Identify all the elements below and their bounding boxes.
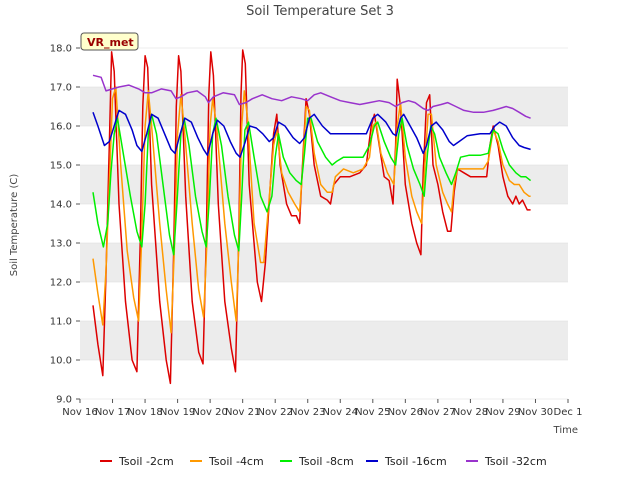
series-line-tsoil-32cm — [92, 74, 531, 119]
series-line-tsoil-16cm — [92, 109, 531, 158]
y-tick-label: 12.0 — [50, 278, 72, 289]
x-tick-label: Nov 23 — [290, 407, 325, 418]
y-tick-label: 16.0 — [50, 122, 72, 133]
x-tick-label: Nov 27 — [420, 407, 455, 418]
series-line-tsoil-4cm — [92, 86, 531, 334]
x-axis-label: Time — [553, 425, 578, 436]
y-tick-label: 14.0 — [50, 200, 72, 211]
y-axis-label: Soil Temperature (C) — [9, 174, 20, 277]
x-tick-label: Nov 18 — [127, 407, 162, 418]
x-tick-label: Nov 16 — [62, 407, 97, 418]
x-tick-label: Nov 29 — [485, 407, 520, 418]
y-tick-label: 15.0 — [50, 161, 72, 172]
series-lines — [92, 49, 532, 385]
legend-label: Tsoil -4cm — [208, 455, 264, 468]
y-tick-label: 9.0 — [56, 395, 72, 406]
series-line-tsoil-8cm — [92, 113, 532, 256]
legend-label: Tsoil -16cm — [384, 455, 447, 468]
station-label: VR_met — [87, 36, 134, 49]
x-tick-label: Nov 24 — [323, 407, 358, 418]
series-line-tsoil-2cm — [92, 49, 531, 385]
x-tick-label: Nov 26 — [388, 407, 423, 418]
x-tick-label: Nov 30 — [518, 407, 553, 418]
grid-band — [80, 243, 568, 282]
x-tick-label: Dec 1 — [554, 407, 583, 418]
y-tick-label: 18.0 — [50, 44, 72, 55]
y-tick-label: 11.0 — [50, 317, 72, 328]
x-tick-label: Nov 19 — [160, 407, 195, 418]
legend-label: Tsoil -8cm — [298, 455, 354, 468]
x-tick-label: Nov 17 — [95, 407, 130, 418]
plot-background — [80, 47, 568, 400]
legend: Tsoil -2cm Tsoil -4cm Tsoil -8cm Tsoil -16c… — [100, 455, 547, 468]
chart-title: Soil Temperature Set 3 — [246, 4, 394, 19]
y-tick-label: 10.0 — [50, 356, 72, 367]
station-badge: VR_met — [80, 32, 139, 51]
legend-label: Tsoil -2cm — [118, 455, 174, 468]
x-tick-label: Nov 25 — [355, 407, 390, 418]
x-tick-label: Nov 22 — [257, 407, 292, 418]
x-tick-label: Nov 28 — [453, 407, 488, 418]
y-axis: 9.0 10.0 11.0 12.0 13.0 14.0 15.0 16.0 17.0 18.0 — [50, 44, 80, 406]
x-tick-label: Nov 21 — [225, 407, 260, 418]
grid-band — [80, 321, 568, 360]
x-tick-label: Nov 20 — [192, 407, 227, 418]
y-tick-label: 17.0 — [50, 83, 72, 94]
y-tick-label: 13.0 — [50, 239, 72, 250]
legend-label: Tsoil -32cm — [484, 455, 547, 468]
